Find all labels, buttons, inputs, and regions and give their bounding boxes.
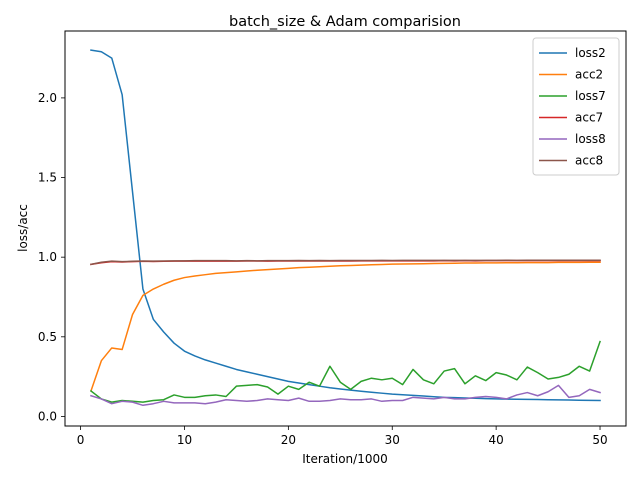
legend-label-loss7: loss7 (575, 89, 606, 103)
legend-label-loss2: loss2 (575, 46, 606, 60)
legend-label-loss8: loss8 (575, 132, 606, 146)
y-tick-label: 0.0 (38, 409, 57, 423)
plot-area-frame (64, 30, 627, 427)
legend-label-acc7: acc7 (575, 111, 603, 125)
y-tick-label: 2.0 (38, 91, 57, 105)
series-line-loss2 (90, 49, 601, 402)
x-tick-label: 20 (281, 433, 296, 447)
y-tick-label: 0.5 (38, 330, 57, 344)
x-axis-label: Iteration/1000 (302, 452, 387, 466)
legend: loss2 acc2 loss7 acc7 loss8 acc8 (532, 37, 620, 176)
legend-label-acc8: acc8 (575, 154, 603, 168)
y-tick-label: 1.5 (38, 171, 57, 185)
y-tick-label: 1.0 (38, 250, 57, 264)
x-tick-label: 50 (592, 433, 607, 447)
y-axis-label: loss/acc (16, 204, 30, 252)
x-axis: 0 10 20 30 40 50 (77, 426, 608, 447)
plot-lines (89, 49, 601, 407)
x-tick-label: 10 (177, 433, 192, 447)
legend-label-acc2: acc2 (575, 68, 603, 82)
legend-box (532, 37, 620, 176)
x-tick-label: 30 (385, 433, 400, 447)
y-axis: 0.0 0.5 1.0 1.5 2.0 (38, 91, 65, 423)
x-tick-label: 0 (77, 433, 85, 447)
chart-title: batch_size & Adam comparision (229, 14, 461, 30)
series-line-loss7 (89, 340, 601, 403)
series-line-acc2 (90, 261, 601, 392)
x-tick-label: 40 (488, 433, 503, 447)
series-line-loss8 (90, 384, 601, 407)
series-line-acc8 (90, 259, 601, 266)
